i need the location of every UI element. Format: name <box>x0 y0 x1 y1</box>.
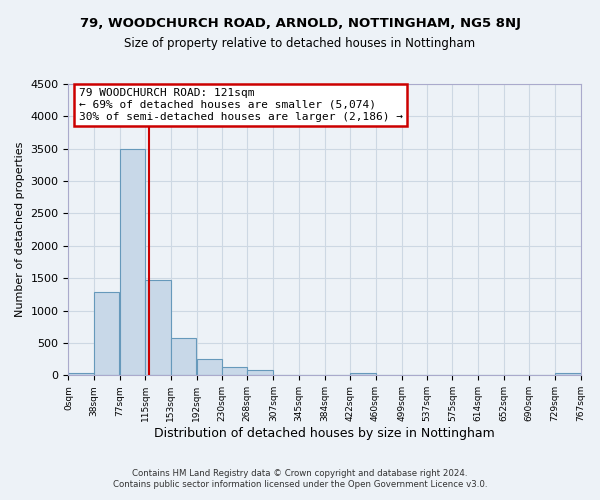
Y-axis label: Number of detached properties: Number of detached properties <box>15 142 25 318</box>
Text: Contains HM Land Registry data © Crown copyright and database right 2024.: Contains HM Land Registry data © Crown c… <box>132 468 468 477</box>
Text: Size of property relative to detached houses in Nottingham: Size of property relative to detached ho… <box>124 38 476 51</box>
Bar <box>247 370 273 376</box>
Bar <box>145 280 170 376</box>
Bar <box>170 338 196 376</box>
Bar <box>350 374 376 376</box>
Text: Contains public sector information licensed under the Open Government Licence v3: Contains public sector information licen… <box>113 480 487 489</box>
X-axis label: Distribution of detached houses by size in Nottingham: Distribution of detached houses by size … <box>154 427 495 440</box>
Bar <box>222 367 247 376</box>
Bar <box>555 374 581 376</box>
Bar <box>120 148 145 376</box>
Bar <box>197 359 222 376</box>
Text: 79 WOODCHURCH ROAD: 121sqm
← 69% of detached houses are smaller (5,074)
30% of s: 79 WOODCHURCH ROAD: 121sqm ← 69% of deta… <box>79 88 403 122</box>
Text: 79, WOODCHURCH ROAD, ARNOLD, NOTTINGHAM, NG5 8NJ: 79, WOODCHURCH ROAD, ARNOLD, NOTTINGHAM,… <box>79 18 521 30</box>
Bar <box>68 374 94 376</box>
Bar <box>274 374 299 376</box>
Bar <box>94 292 119 376</box>
